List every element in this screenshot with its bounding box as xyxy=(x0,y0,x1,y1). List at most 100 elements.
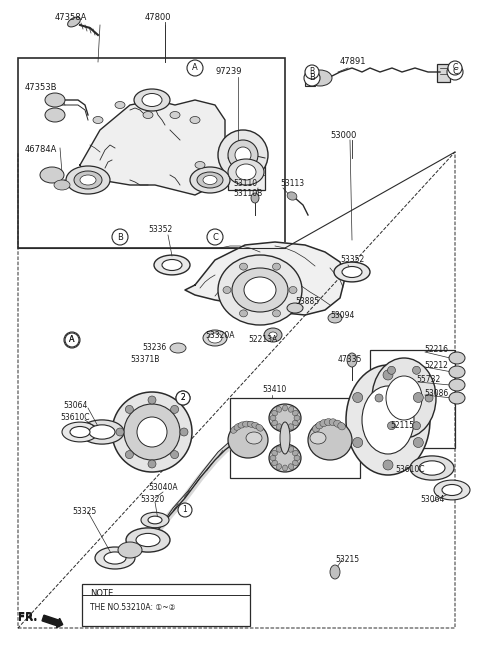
Text: A: A xyxy=(69,336,75,344)
Ellipse shape xyxy=(347,353,357,367)
Ellipse shape xyxy=(276,407,282,412)
Ellipse shape xyxy=(272,420,277,425)
Ellipse shape xyxy=(338,423,346,430)
Text: 53325: 53325 xyxy=(72,507,96,517)
Ellipse shape xyxy=(234,423,241,430)
Ellipse shape xyxy=(228,422,268,458)
Text: 2: 2 xyxy=(180,393,185,403)
Bar xyxy=(370,350,455,448)
Ellipse shape xyxy=(74,171,102,189)
Ellipse shape xyxy=(93,117,103,123)
Ellipse shape xyxy=(126,528,170,552)
Ellipse shape xyxy=(280,422,290,454)
Polygon shape xyxy=(185,242,345,315)
Text: 46784A: 46784A xyxy=(25,145,58,155)
Ellipse shape xyxy=(235,147,251,163)
Bar xyxy=(305,70,315,86)
Text: NOTE: NOTE xyxy=(90,588,113,598)
Ellipse shape xyxy=(287,303,303,313)
Ellipse shape xyxy=(95,547,135,569)
Text: FR.: FR. xyxy=(18,613,37,623)
Ellipse shape xyxy=(170,111,180,119)
Ellipse shape xyxy=(276,464,282,470)
Ellipse shape xyxy=(292,420,298,425)
Ellipse shape xyxy=(203,330,227,346)
Text: 52216: 52216 xyxy=(424,346,448,354)
Ellipse shape xyxy=(346,365,430,475)
Text: 53040A: 53040A xyxy=(148,484,178,492)
Ellipse shape xyxy=(116,428,124,436)
Circle shape xyxy=(305,65,319,79)
Ellipse shape xyxy=(89,425,115,439)
Ellipse shape xyxy=(218,130,268,180)
Ellipse shape xyxy=(240,263,248,270)
Ellipse shape xyxy=(118,542,142,558)
Circle shape xyxy=(176,391,190,405)
Text: 53215: 53215 xyxy=(335,555,359,565)
Ellipse shape xyxy=(272,460,277,466)
Ellipse shape xyxy=(316,421,324,429)
Ellipse shape xyxy=(125,451,133,459)
Ellipse shape xyxy=(170,343,186,353)
Text: B: B xyxy=(117,232,123,241)
Ellipse shape xyxy=(154,255,190,275)
Ellipse shape xyxy=(232,268,288,312)
Ellipse shape xyxy=(136,533,160,547)
Ellipse shape xyxy=(54,180,70,190)
Ellipse shape xyxy=(372,358,436,438)
Text: 53610C: 53610C xyxy=(395,466,424,474)
Ellipse shape xyxy=(410,456,454,480)
Ellipse shape xyxy=(197,172,223,188)
Text: 1: 1 xyxy=(182,505,187,515)
Circle shape xyxy=(187,60,203,76)
Ellipse shape xyxy=(276,446,282,452)
Ellipse shape xyxy=(386,376,422,420)
Ellipse shape xyxy=(269,444,301,472)
Ellipse shape xyxy=(45,93,65,107)
Ellipse shape xyxy=(70,427,90,438)
Ellipse shape xyxy=(342,267,362,277)
Ellipse shape xyxy=(283,405,288,411)
Ellipse shape xyxy=(68,17,80,27)
Ellipse shape xyxy=(320,419,328,427)
Ellipse shape xyxy=(353,393,363,403)
Ellipse shape xyxy=(141,513,169,528)
Text: 53610C: 53610C xyxy=(60,413,89,421)
Text: THE NO.53210A: ①~②: THE NO.53210A: ①~② xyxy=(90,604,176,612)
Ellipse shape xyxy=(240,310,248,317)
Ellipse shape xyxy=(162,259,182,271)
Ellipse shape xyxy=(334,262,370,282)
Text: C: C xyxy=(452,64,457,72)
Ellipse shape xyxy=(310,432,326,444)
Ellipse shape xyxy=(269,332,277,338)
Ellipse shape xyxy=(190,117,200,123)
Text: 47353B: 47353B xyxy=(25,84,58,92)
Ellipse shape xyxy=(170,405,179,413)
Text: 47800: 47800 xyxy=(145,13,171,23)
Ellipse shape xyxy=(449,392,465,404)
Text: 53064: 53064 xyxy=(420,496,444,505)
Text: 52115: 52115 xyxy=(390,421,414,429)
Ellipse shape xyxy=(148,460,156,468)
Ellipse shape xyxy=(383,370,393,380)
Ellipse shape xyxy=(236,164,256,180)
Ellipse shape xyxy=(45,108,65,122)
Ellipse shape xyxy=(328,313,342,323)
Text: 53086: 53086 xyxy=(424,389,448,397)
Ellipse shape xyxy=(142,94,162,107)
Text: 53410: 53410 xyxy=(262,385,286,395)
Circle shape xyxy=(65,333,79,347)
Text: A: A xyxy=(192,64,198,72)
Ellipse shape xyxy=(294,456,300,460)
Ellipse shape xyxy=(148,396,156,404)
Ellipse shape xyxy=(40,167,64,183)
Ellipse shape xyxy=(270,456,276,460)
Ellipse shape xyxy=(353,438,363,448)
Circle shape xyxy=(447,64,463,80)
Text: 52212: 52212 xyxy=(424,360,448,369)
Text: 53352: 53352 xyxy=(148,226,172,234)
FancyArrow shape xyxy=(42,615,63,628)
Text: 53885: 53885 xyxy=(295,297,319,306)
Ellipse shape xyxy=(231,426,238,433)
Ellipse shape xyxy=(283,465,288,471)
